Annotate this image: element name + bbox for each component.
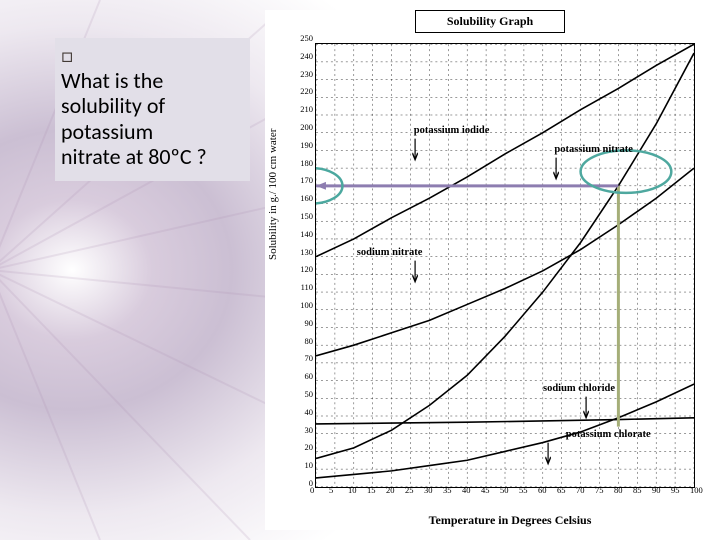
y-tick: 140 <box>293 229 313 239</box>
y-axis-label: Solubility in g./ 100 cm water <box>267 129 279 260</box>
y-tick: 110 <box>293 282 313 292</box>
question-text: What is the solubility of potassium nitr… <box>61 68 216 169</box>
label-arrow-icon: ↓ <box>551 151 561 184</box>
curve-label-potassium-iodide: potassium iodide <box>414 125 490 136</box>
label-arrow-icon: ↓ <box>543 435 553 468</box>
curve-label-potassium-nitrate: potassium nitrate <box>554 144 632 155</box>
y-tick: 100 <box>293 300 313 310</box>
x-tick: 0 <box>310 485 314 495</box>
y-tick: 70 <box>293 353 313 363</box>
y-tick: 120 <box>293 264 313 274</box>
y-tick: 180 <box>293 158 313 168</box>
label-arrow-icon: ↓ <box>410 131 420 164</box>
y-tick: 230 <box>293 69 313 79</box>
curve-label-sodium-chloride: sodium chloride <box>543 383 615 394</box>
y-tick: 130 <box>293 247 313 257</box>
y-tick: 90 <box>293 318 313 328</box>
y-tick: 50 <box>293 389 313 399</box>
label-arrow-icon: ↓ <box>581 389 591 422</box>
x-axis-label: Temperature in Degrees Celsius <box>285 513 720 528</box>
y-tick: 160 <box>293 193 313 203</box>
y-tick: 60 <box>293 371 313 381</box>
chart-container: Solubility Graph Solubility in g./ 100 c… <box>265 10 715 530</box>
curve-label-potassium-chlorate: potassium chlorate <box>566 429 651 440</box>
y-tick: 190 <box>293 140 313 150</box>
y-tick: 10 <box>293 460 313 470</box>
y-tick: 20 <box>293 442 313 452</box>
y-tick: 250 <box>293 33 313 43</box>
y-tick: 80 <box>293 336 313 346</box>
y-tick: 150 <box>293 211 313 221</box>
y-tick: 220 <box>293 86 313 96</box>
question-bullet: □ <box>61 44 75 68</box>
y-tick: 240 <box>293 51 313 61</box>
y-tick: 170 <box>293 175 313 185</box>
y-tick: 200 <box>293 122 313 132</box>
label-arrow-icon: ↓ <box>410 254 420 287</box>
chart-title: Solubility Graph <box>415 10 565 33</box>
y-tick: 40 <box>293 407 313 417</box>
y-tick: 30 <box>293 425 313 435</box>
y-tick: 210 <box>293 104 313 114</box>
solubility-plot <box>315 43 695 488</box>
question-container: □ What is the solubility of potassium ni… <box>55 38 250 181</box>
